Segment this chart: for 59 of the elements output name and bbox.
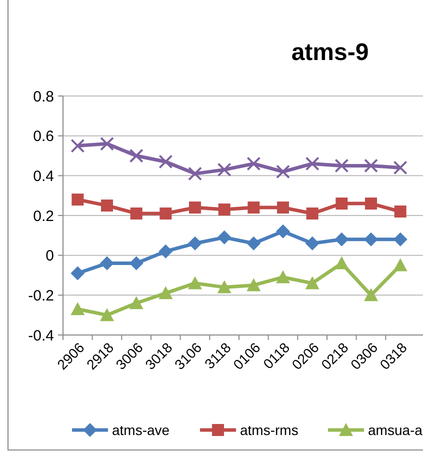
y-tick-label: -0.2 <box>28 287 54 304</box>
point <box>158 154 173 169</box>
point <box>72 194 84 206</box>
point <box>70 138 85 153</box>
point <box>393 160 408 175</box>
point <box>158 286 173 300</box>
point <box>365 198 377 210</box>
point <box>393 232 408 246</box>
point <box>276 270 290 284</box>
point <box>394 206 406 218</box>
point <box>305 276 320 290</box>
point <box>189 202 201 214</box>
point <box>188 276 202 290</box>
point <box>129 256 144 270</box>
point <box>70 266 85 280</box>
y-tick-label: -0.4 <box>28 327 54 344</box>
point <box>217 162 232 177</box>
point <box>336 198 348 210</box>
point <box>276 224 290 238</box>
point <box>393 258 408 272</box>
y-tick-label: 0 <box>46 248 54 265</box>
point <box>248 202 260 214</box>
point <box>364 288 378 302</box>
point <box>246 236 261 250</box>
point <box>364 158 378 173</box>
point <box>218 204 230 216</box>
legend-label: amsua-a <box>368 422 423 438</box>
point <box>306 208 318 220</box>
point <box>101 200 113 212</box>
point <box>334 232 349 246</box>
chart-title: atms-9 <box>291 39 369 66</box>
y-tick-label: 0.8 <box>33 88 54 106</box>
point <box>217 230 232 244</box>
point <box>334 158 349 173</box>
point <box>129 296 144 310</box>
point <box>246 156 261 171</box>
point <box>246 278 261 292</box>
point <box>100 136 114 151</box>
point <box>160 208 172 220</box>
point <box>158 244 173 258</box>
y-tick-label: 0.4 <box>33 168 54 185</box>
legend-label: atms-rms <box>240 422 298 438</box>
point <box>130 208 142 220</box>
point <box>129 148 144 163</box>
y-tick-label: 0.6 <box>33 128 54 146</box>
point <box>334 256 349 270</box>
y-tick-label: 0.2 <box>33 208 54 225</box>
legend-label: atms-ave <box>112 422 170 438</box>
point <box>305 156 320 171</box>
point <box>100 256 114 270</box>
point <box>364 232 378 246</box>
point <box>100 308 114 322</box>
point <box>188 236 202 250</box>
point <box>305 236 320 250</box>
point <box>276 164 290 179</box>
point <box>217 280 232 294</box>
point <box>188 166 202 181</box>
point <box>70 302 85 316</box>
point <box>277 202 289 214</box>
